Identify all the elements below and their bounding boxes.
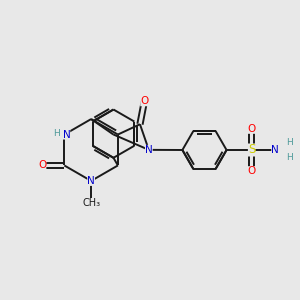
Text: N: N	[62, 130, 70, 140]
Text: N: N	[271, 145, 279, 155]
Text: N: N	[145, 145, 153, 155]
Text: O: O	[248, 124, 256, 134]
Text: H: H	[286, 153, 293, 162]
Text: O: O	[140, 96, 148, 106]
Text: CH₃: CH₃	[82, 198, 100, 208]
Text: H: H	[53, 129, 59, 138]
Text: S: S	[248, 143, 255, 157]
Text: N: N	[87, 176, 95, 186]
Text: O: O	[38, 160, 46, 170]
Text: H: H	[286, 137, 293, 146]
Text: O: O	[248, 166, 256, 176]
